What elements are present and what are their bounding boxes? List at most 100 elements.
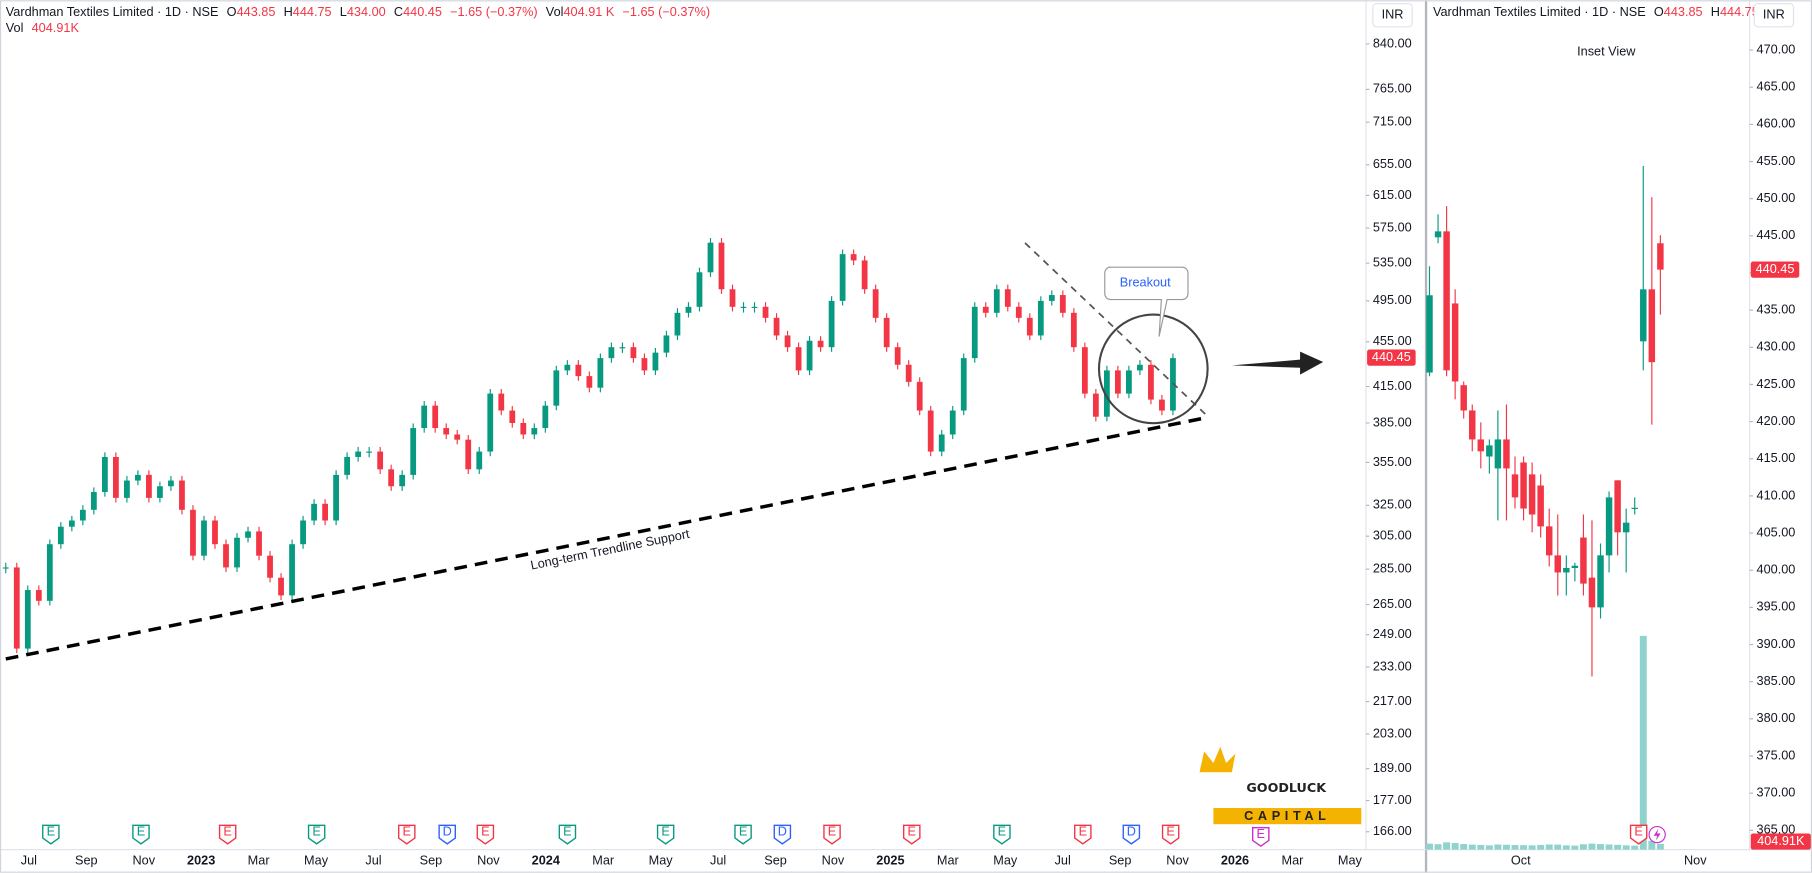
logo-band: [1213, 808, 1362, 825]
candle-body: [1605, 497, 1613, 556]
candle-body: [1622, 522, 1630, 533]
y-tick-label: 249.00: [1373, 626, 1412, 641]
candle-body: [1537, 485, 1544, 527]
candle-body: [1614, 480, 1621, 533]
candle-body: [168, 480, 174, 487]
y-tick-label: 265.00: [1373, 596, 1412, 611]
candle-body: [740, 306, 747, 308]
currency-button[interactable]: [1372, 3, 1413, 28]
candle-body: [575, 364, 582, 377]
candle-body: [762, 306, 769, 318]
x-tick-label: 2025: [876, 853, 904, 868]
candle-body: [1015, 306, 1022, 318]
candle-body: [300, 520, 306, 545]
ohlc-key: C: [394, 4, 403, 19]
x-tick-label: May: [649, 853, 674, 868]
candle-body: [46, 544, 53, 601]
candle-body: [465, 439, 472, 470]
event-label: E: [137, 824, 145, 839]
y-tick-label: 495.00: [1373, 292, 1412, 307]
candle-body: [839, 254, 846, 301]
y-tick-label: 715.00: [1373, 114, 1412, 129]
candle-body: [1657, 243, 1664, 270]
volume-legend: Vol 404.91K: [6, 21, 80, 36]
x-tick-label: Nov: [477, 853, 500, 868]
x-tick-label: May: [993, 853, 1018, 868]
candle-body: [553, 370, 560, 406]
candle-body: [1115, 370, 1121, 394]
candle-body: [1037, 300, 1044, 336]
x-tick-label: Sep: [1109, 853, 1132, 868]
candle-body: [1434, 231, 1442, 238]
volume-tag-label: 404.91K: [1757, 833, 1805, 848]
y-tick-label: 380.00: [1757, 710, 1796, 725]
candle-body: [476, 451, 483, 470]
x-tick-label: Sep: [75, 853, 98, 868]
y-tick-label: 415.00: [1757, 450, 1796, 465]
event-label: E: [998, 824, 1006, 839]
candle-body: [531, 428, 538, 435]
volume-bar: [1468, 844, 1476, 850]
volume-bar: [1545, 844, 1553, 850]
currency-button[interactable]: [1753, 3, 1795, 28]
event-label: E: [739, 824, 747, 839]
candle-body: [861, 260, 868, 290]
callout: [1104, 266, 1189, 337]
currency[interactable]: INR: [1763, 7, 1785, 22]
event-label: E: [1634, 824, 1642, 839]
candle-body: [399, 474, 406, 487]
candle-body: [443, 428, 450, 435]
last-price-tag: [1367, 349, 1416, 366]
candle-body: [190, 509, 196, 556]
volume-bar: [1426, 843, 1433, 850]
volume-bar: [1597, 844, 1604, 850]
candle-body: [883, 317, 890, 348]
ohlc-key: O: [1654, 4, 1664, 19]
volume-bar: [1614, 844, 1622, 850]
candle-body: [1443, 231, 1450, 371]
candle-body: [24, 590, 31, 649]
volume-bar: [1605, 844, 1613, 850]
candle-body: [1126, 370, 1132, 394]
vol-value: 404.91 K: [563, 4, 614, 19]
event-marker: [1629, 824, 1648, 845]
y-tick-label: 470.00: [1757, 41, 1796, 56]
ohlc-value: 440.45: [403, 4, 442, 19]
volume-bar: [1571, 845, 1579, 850]
y-tick-label: 385.00: [1757, 673, 1796, 688]
highlight-circle: [1097, 313, 1209, 425]
x-tick-label: Oct: [1511, 853, 1531, 868]
candle-body: [1059, 295, 1066, 313]
arrow: [1231, 351, 1324, 375]
x-tick-label: Mar: [937, 853, 960, 868]
candle-body: [828, 300, 835, 348]
candle-body: [311, 503, 317, 521]
ohlc-value: 434.00: [347, 4, 386, 19]
symbol: Vardhman Textiles Limited · 1D · NSE: [1433, 4, 1646, 19]
candle-body: [344, 456, 351, 475]
currency[interactable]: INR: [1382, 7, 1404, 22]
candle-body: [630, 347, 637, 359]
candle-body: [938, 434, 945, 452]
y-tick-label: 400.00: [1757, 562, 1796, 577]
candle-body: [432, 405, 439, 429]
x-tick-label: Nov: [822, 853, 845, 868]
candle-body: [982, 306, 989, 313]
y-tick-label: 189.00: [1373, 760, 1412, 775]
ohlc-key: H: [1711, 4, 1720, 19]
vol-value: 404.91K: [32, 21, 80, 36]
callout-text: Breakout: [1120, 275, 1171, 290]
candle-body: [333, 474, 339, 521]
y-tick-label: 405.00: [1757, 524, 1796, 539]
candle-body: [1477, 439, 1485, 452]
candle-body: [971, 306, 978, 359]
candle-body: [245, 531, 251, 538]
candle-body: [542, 405, 549, 429]
y-tick-label: 203.00: [1373, 725, 1412, 740]
event-marker: [823, 824, 841, 845]
candle-body: [13, 567, 20, 649]
x-tick-label: May: [304, 853, 329, 868]
y-tick-label: 410.00: [1757, 487, 1796, 502]
y-tick-label: 615.00: [1373, 187, 1412, 202]
